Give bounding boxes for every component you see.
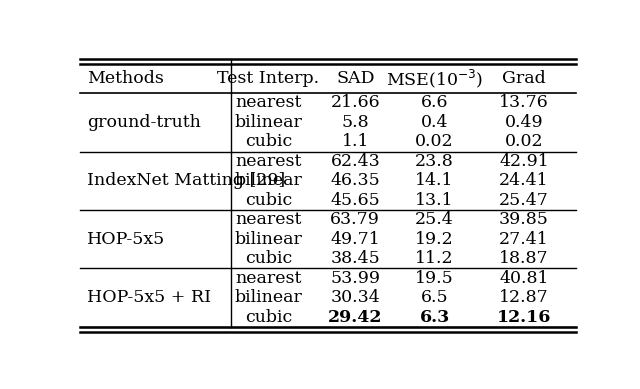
Text: 53.99: 53.99 xyxy=(330,270,380,287)
Text: 0.02: 0.02 xyxy=(504,133,543,150)
Text: Methods: Methods xyxy=(88,70,164,87)
Text: 0.4: 0.4 xyxy=(421,114,449,131)
Text: cubic: cubic xyxy=(245,192,292,209)
Text: 0.02: 0.02 xyxy=(415,133,454,150)
Text: 27.41: 27.41 xyxy=(499,231,548,248)
Text: cubic: cubic xyxy=(245,308,292,326)
Text: nearest: nearest xyxy=(236,95,301,111)
Text: 25.47: 25.47 xyxy=(499,192,549,209)
Text: nearest: nearest xyxy=(236,153,301,170)
Text: ground-truth: ground-truth xyxy=(88,114,202,131)
Text: 6.5: 6.5 xyxy=(421,289,449,306)
Text: 46.35: 46.35 xyxy=(330,172,380,189)
Text: nearest: nearest xyxy=(236,270,301,287)
Text: 25.4: 25.4 xyxy=(415,211,454,228)
Text: Grad: Grad xyxy=(502,70,546,87)
Text: 0.49: 0.49 xyxy=(504,114,543,131)
Text: MSE(10$^{-3}$): MSE(10$^{-3}$) xyxy=(386,67,483,90)
Text: nearest: nearest xyxy=(236,211,301,228)
Text: 21.66: 21.66 xyxy=(330,95,380,111)
Text: bilinear: bilinear xyxy=(234,289,303,306)
Text: Test Interp.: Test Interp. xyxy=(218,70,319,87)
Text: 14.1: 14.1 xyxy=(415,172,454,189)
Text: cubic: cubic xyxy=(245,133,292,150)
Text: cubic: cubic xyxy=(245,250,292,267)
Text: 30.34: 30.34 xyxy=(330,289,380,306)
Text: 13.1: 13.1 xyxy=(415,192,454,209)
Text: 12.87: 12.87 xyxy=(499,289,548,306)
Text: HOP-5x5 + RI: HOP-5x5 + RI xyxy=(88,289,212,306)
Text: 18.87: 18.87 xyxy=(499,250,548,267)
Text: 13.76: 13.76 xyxy=(499,95,548,111)
Text: bilinear: bilinear xyxy=(234,231,303,248)
Text: bilinear: bilinear xyxy=(234,114,303,131)
Text: 5.8: 5.8 xyxy=(342,114,369,131)
Text: 62.43: 62.43 xyxy=(330,153,380,170)
Text: 49.71: 49.71 xyxy=(330,231,380,248)
Text: 6.3: 6.3 xyxy=(419,308,450,326)
Text: 11.2: 11.2 xyxy=(415,250,454,267)
Text: 12.16: 12.16 xyxy=(497,308,551,326)
Text: 6.6: 6.6 xyxy=(421,95,449,111)
Text: 63.79: 63.79 xyxy=(330,211,380,228)
Text: 29.42: 29.42 xyxy=(328,308,383,326)
Text: 19.2: 19.2 xyxy=(415,231,454,248)
Text: 1.1: 1.1 xyxy=(342,133,369,150)
Text: 40.81: 40.81 xyxy=(499,270,548,287)
Text: 19.5: 19.5 xyxy=(415,270,454,287)
Text: 39.85: 39.85 xyxy=(499,211,549,228)
Text: 45.65: 45.65 xyxy=(330,192,380,209)
Text: 42.91: 42.91 xyxy=(499,153,548,170)
Text: HOP-5x5: HOP-5x5 xyxy=(88,231,166,248)
Text: 23.8: 23.8 xyxy=(415,153,454,170)
Text: 24.41: 24.41 xyxy=(499,172,548,189)
Text: 38.45: 38.45 xyxy=(330,250,380,267)
Text: bilinear: bilinear xyxy=(234,172,303,189)
Text: SAD: SAD xyxy=(336,70,374,87)
Text: IndexNet Matting [29]: IndexNet Matting [29] xyxy=(88,172,285,189)
